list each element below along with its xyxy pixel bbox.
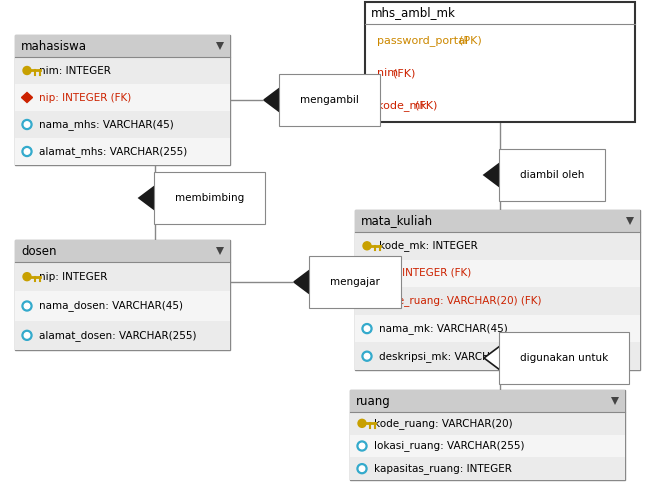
Polygon shape [216,247,224,255]
Circle shape [362,323,372,334]
Bar [355,210,640,232]
Bar [15,320,230,350]
Circle shape [358,419,366,427]
Bar [15,292,230,320]
Bar [15,262,230,292]
Circle shape [24,122,30,127]
Polygon shape [484,346,516,370]
Text: digunakan untuk: digunakan untuk [520,353,608,363]
Text: mahasiswa: mahasiswa [21,40,87,52]
Polygon shape [294,270,326,294]
Circle shape [362,351,372,361]
Circle shape [364,326,370,331]
Text: diambil oleh: diambil oleh [520,170,584,180]
Polygon shape [362,296,373,306]
Text: nama_dosen: VARCHAR(45): nama_dosen: VARCHAR(45) [39,300,183,312]
Text: (FK): (FK) [415,100,438,111]
Text: nama_mhs: VARCHAR(45): nama_mhs: VARCHAR(45) [39,119,174,130]
Circle shape [357,464,367,474]
Polygon shape [216,42,224,50]
Text: password_portal: password_portal [377,35,468,46]
Bar [355,232,640,260]
Text: dosen: dosen [21,245,56,258]
Circle shape [22,330,32,341]
Bar [355,210,640,370]
Text: kapasitas_ruang: INTEGER: kapasitas_ruang: INTEGER [374,463,512,474]
Text: mengajar: mengajar [330,277,380,287]
Text: kode_mk: kode_mk [377,100,427,111]
Polygon shape [362,269,373,278]
Bar [15,240,230,350]
Polygon shape [264,88,296,112]
Bar [350,435,625,457]
Polygon shape [21,93,32,102]
Text: nip: INTEGER (FK): nip: INTEGER (FK) [379,269,471,278]
Polygon shape [484,163,516,187]
Text: ruang: ruang [356,394,391,408]
Bar [350,457,625,480]
Polygon shape [139,186,171,210]
Bar [15,111,230,138]
Text: mhs_ambl_mk: mhs_ambl_mk [371,6,456,20]
Bar [355,287,640,315]
Circle shape [22,120,32,129]
Text: membimbing: membimbing [175,193,244,203]
Circle shape [24,333,30,338]
Bar [15,240,230,262]
Text: kode_ruang: VARCHAR(20) (FK): kode_ruang: VARCHAR(20) (FK) [379,295,542,306]
Text: (FK): (FK) [393,68,416,78]
Bar [365,2,635,122]
Text: nip: INTEGER: nip: INTEGER [39,271,108,282]
Text: mengambil: mengambil [300,95,359,105]
Bar [15,57,230,84]
Circle shape [364,353,370,359]
Bar [355,343,640,370]
Text: alamat_dosen: VARCHAR(255): alamat_dosen: VARCHAR(255) [39,330,196,341]
Text: alamat_mhs: VARCHAR(255): alamat_mhs: VARCHAR(255) [39,146,187,157]
Bar [15,138,230,165]
Bar [350,390,625,412]
Circle shape [363,242,371,250]
Bar [15,35,230,165]
Bar [355,260,640,287]
Bar [350,390,625,480]
Circle shape [24,303,30,309]
Bar [15,84,230,111]
Polygon shape [611,397,619,405]
Text: mata_kuliah: mata_kuliah [361,215,433,227]
Text: nim: nim [377,68,398,78]
Bar [355,315,640,343]
Circle shape [359,443,365,449]
Text: kode_mk: INTEGER: kode_mk: INTEGER [379,241,478,251]
Circle shape [22,301,32,311]
Polygon shape [626,217,634,225]
Text: (PK): (PK) [459,35,482,46]
Circle shape [22,147,32,156]
Circle shape [24,149,30,154]
Circle shape [23,272,31,281]
Circle shape [359,466,365,471]
Bar [15,35,230,57]
Text: kode_ruang: VARCHAR(20): kode_ruang: VARCHAR(20) [374,418,513,429]
Text: lokasi_ruang: VARCHAR(255): lokasi_ruang: VARCHAR(255) [374,441,524,451]
Text: nip: INTEGER (FK): nip: INTEGER (FK) [39,93,132,102]
Text: deskripsi_mk: VARCHAR(255): deskripsi_mk: VARCHAR(255) [379,351,532,362]
Circle shape [357,441,367,451]
Text: nama_mk: VARCHAR(45): nama_mk: VARCHAR(45) [379,323,508,334]
Bar [350,412,625,435]
Text: nim: INTEGER: nim: INTEGER [39,66,111,75]
Circle shape [23,67,31,74]
